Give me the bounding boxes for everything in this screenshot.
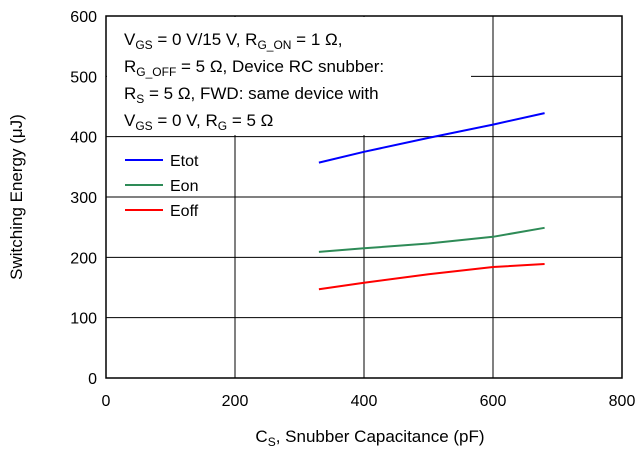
y-tick-label: 400 [70, 130, 97, 147]
annotation-line: RS = 5 Ω, FWD: same device with [124, 84, 379, 106]
x-tick-labels: 0 200 400 600 800 [102, 393, 636, 410]
y-tick-label: 500 [70, 69, 97, 86]
legend-label-etot: Etot [170, 153, 199, 170]
y-tick-label: 0 [88, 371, 97, 388]
annotation-background [107, 17, 471, 135]
y-axis-label: Switching Energy (μJ) [7, 114, 26, 280]
legend: Etot Eon Eoff [125, 153, 199, 220]
x-tick-label: 800 [609, 393, 636, 410]
legend-label-eon: Eon [170, 178, 198, 195]
series-line-eoff [318, 263, 545, 291]
x-axis-label: CS, Snubber Capacitance (pF) [255, 427, 484, 449]
y-tick-labels: 0 100 200 300 400 500 600 [70, 9, 97, 388]
data-series [318, 112, 545, 291]
y-tick-label: 200 [70, 250, 97, 267]
annotation-line: VGS = 0 V, RG = 5 Ω [124, 111, 273, 133]
x-tick-label: 200 [222, 393, 249, 410]
series-line-etot [318, 112, 545, 164]
legend-label-eoff: Eoff [170, 203, 199, 220]
plot-frame [105, 15, 623, 379]
annotation-line: RG_OFF = 5 Ω, Device RC snubber: [124, 57, 384, 79]
y-tick-label: 100 [70, 311, 97, 328]
x-tick-label: 600 [480, 393, 507, 410]
y-tick-label: 300 [70, 190, 97, 207]
conditions-annotation: VGS = 0 V/15 V, RG_ON = 1 Ω, RG_OFF = 5 Ω… [107, 17, 471, 135]
series-line-eon [318, 226, 545, 253]
y-tick-label: 600 [70, 9, 97, 26]
x-tick-label: 0 [102, 393, 111, 410]
annotation-line: VGS = 0 V/15 V, RG_ON = 1 Ω, [124, 30, 342, 52]
x-tick-label: 400 [351, 393, 378, 410]
